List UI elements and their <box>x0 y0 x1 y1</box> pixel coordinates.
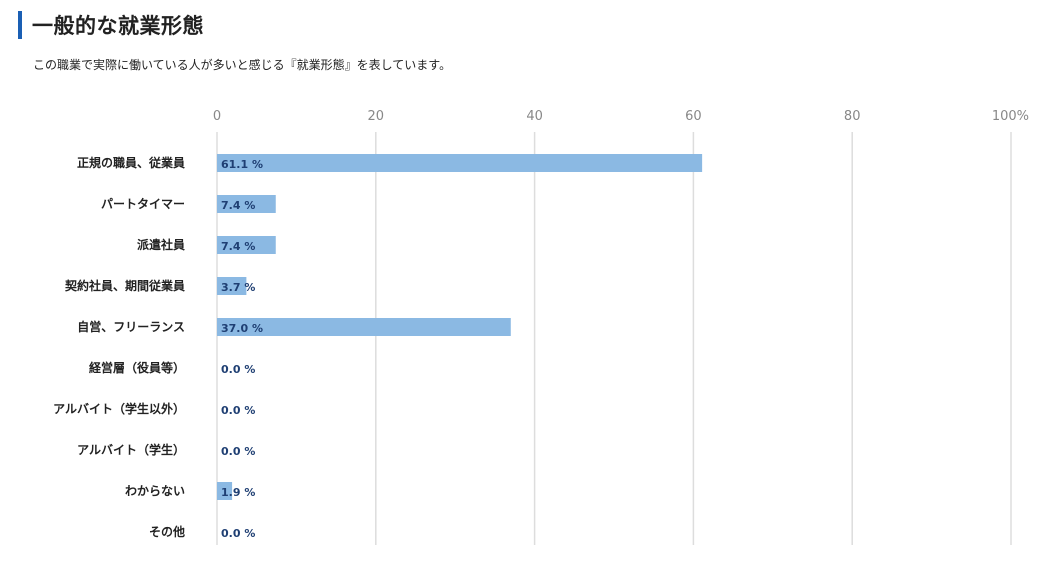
value-label: 0.0 % <box>221 445 255 458</box>
value-label: 0.0 % <box>221 527 255 540</box>
bar <box>217 277 247 295</box>
value-label: 61.1 % <box>221 158 263 171</box>
category-label: アルバイト（学生） <box>77 442 185 457</box>
value-label: 0.0 % <box>221 363 255 376</box>
x-tick-label: 80 <box>844 109 861 124</box>
category-label: アルバイト（学生以外） <box>53 401 185 416</box>
category-label: 派遣社員 <box>137 237 185 252</box>
section-header: 一般的な就業形態 <box>18 11 204 39</box>
bar <box>217 154 703 172</box>
category-label: 経営層（役員等） <box>89 360 185 375</box>
category-label: 契約社員、期間従業員 <box>64 278 185 293</box>
bar <box>217 195 276 213</box>
category-label: 自営、フリーランス <box>77 319 185 334</box>
category-label: 正規の職員、従業員 <box>77 155 185 170</box>
value-label: 7.4 % <box>221 240 255 253</box>
bar <box>217 236 276 254</box>
x-tick-label: 0 <box>213 109 221 124</box>
value-label: 0.0 % <box>221 404 255 417</box>
page-title: 一般的な就業形態 <box>32 14 204 38</box>
value-label: 37.0 % <box>221 322 263 335</box>
value-label: 7.4 % <box>221 199 255 212</box>
x-tick-label: 20 <box>368 109 385 124</box>
category-label: パートタイマー <box>101 197 185 211</box>
title-accent-bar <box>18 11 22 39</box>
category-label: その他 <box>149 524 185 539</box>
page-description: この職業で実際に働いている人が多いと感じる『就業形態』を表しています。 <box>33 58 452 72</box>
value-label: 3.7 % <box>221 281 255 294</box>
category-label: わからない <box>125 484 185 498</box>
x-tick-label: 60 <box>685 109 702 124</box>
bar <box>217 482 233 500</box>
bar <box>217 318 511 336</box>
value-label: 1.9 % <box>221 486 255 499</box>
x-tick-label: 100% <box>992 109 1029 124</box>
x-tick-label: 40 <box>526 109 543 124</box>
